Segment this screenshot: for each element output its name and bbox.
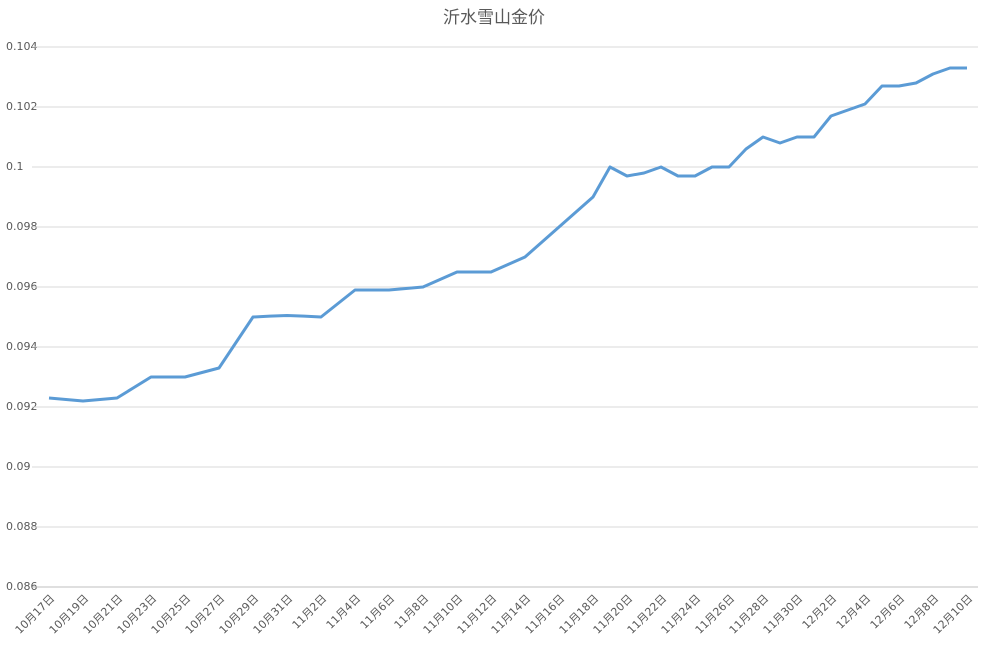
x-tick-label: 11月6日 — [358, 592, 398, 632]
y-tick-label: 0.088 — [6, 520, 38, 533]
y-tick-label: 0.094 — [6, 340, 38, 353]
x-tick-label: 11月4日 — [324, 592, 364, 632]
x-tick-label: 12月4日 — [834, 592, 874, 632]
x-tick-label: 11月2日 — [290, 592, 330, 632]
y-tick-label: 0.09 — [6, 460, 31, 473]
x-tick-label: 12月6日 — [868, 592, 908, 632]
y-tick-label: 0.098 — [6, 220, 38, 233]
y-tick-label: 0.092 — [6, 400, 38, 413]
x-tick-label: 12月2日 — [800, 592, 840, 632]
y-tick-label: 0.096 — [6, 280, 38, 293]
y-tick-label: 0.086 — [6, 580, 38, 593]
chart-title: 沂水雪山金价 — [443, 8, 545, 28]
y-tick-label: 0.1 — [6, 160, 24, 173]
y-tick-label: 0.104 — [6, 40, 38, 53]
y-tick-label: 0.102 — [6, 100, 38, 113]
line-series — [48, 66, 967, 403]
